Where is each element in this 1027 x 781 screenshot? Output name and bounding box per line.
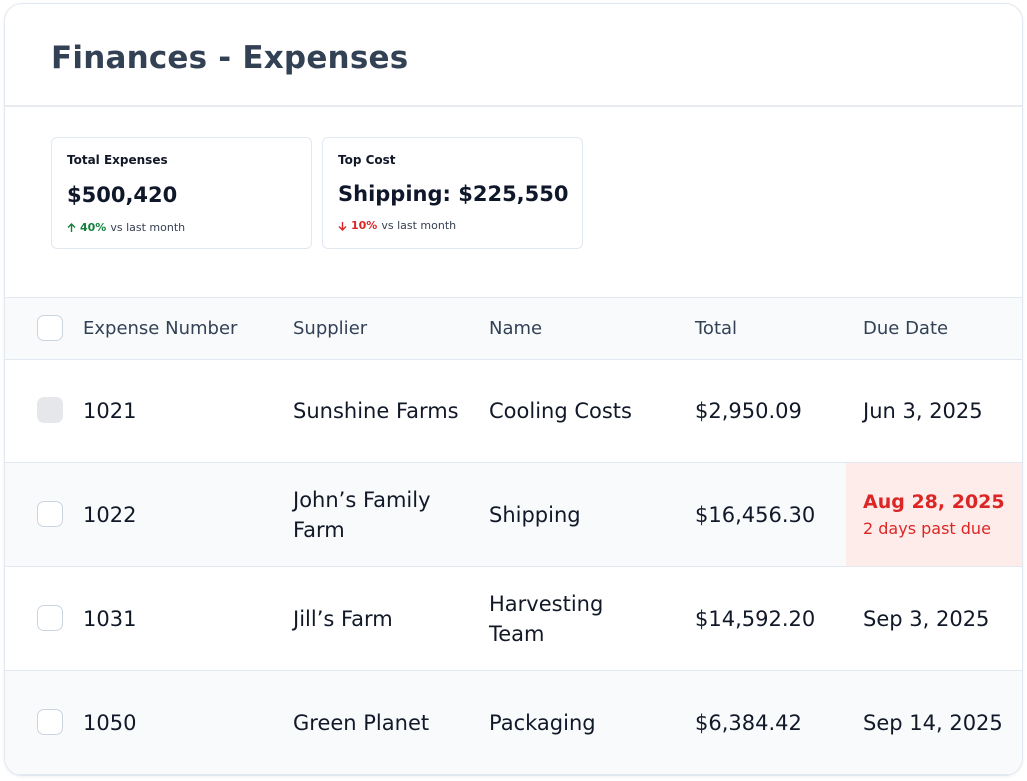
row-checkbox[interactable] — [37, 709, 63, 735]
change-percent: 40% — [80, 221, 107, 234]
expense-name: Cooling Costs — [489, 398, 632, 423]
change-comparison: vs last month — [381, 219, 457, 232]
expense-name: Packaging — [489, 710, 596, 735]
due-date: Jun 3, 2025 — [863, 398, 983, 423]
stat-value: Shipping: $225,550 — [338, 182, 569, 206]
table-row[interactable]: 1031 Jill’s Farm Harvesting Team $14,592.20… — [5, 567, 1022, 671]
row-checkbox[interactable] — [37, 605, 63, 631]
total: $6,384.42 — [695, 710, 802, 735]
change-percent: 10% — [351, 219, 378, 232]
page-title: Finances - Expenses — [51, 40, 409, 76]
column-header[interactable]: Supplier — [293, 317, 368, 339]
stat-card: Top Cost Shipping: $225,550 10% vs last … — [322, 137, 583, 249]
due-date: Aug 28, 2025 — [863, 490, 1005, 513]
row-checkbox[interactable] — [37, 501, 63, 527]
expense-number: 1022 — [83, 502, 137, 527]
stat-change: 10% vs last month — [338, 219, 456, 232]
column-header[interactable]: Total — [695, 317, 738, 339]
stat-card: Total Expenses $500,420 40% vs last mont… — [51, 137, 312, 249]
select-all-checkbox[interactable] — [37, 315, 63, 341]
stat-label: Top Cost — [338, 153, 396, 167]
expense-number: 1031 — [83, 606, 137, 631]
total: $16,456.30 — [695, 502, 816, 527]
arrow-up — [67, 222, 76, 232]
expense-name: Harvesting Team — [489, 591, 604, 646]
arrow-down — [338, 221, 347, 231]
due-date-cell: Aug 28, 2025 2 days past due — [846, 463, 1022, 566]
table-header: Expense Number Supplier Name Total Due D… — [5, 297, 1022, 360]
total: $2,950.09 — [695, 398, 802, 423]
column-header[interactable]: Due Date — [863, 317, 949, 339]
column-header[interactable]: Name — [489, 317, 543, 339]
expenses-card: Finances - Expenses Total Expenses $500,… — [4, 3, 1023, 776]
stat-label: Total Expenses — [67, 153, 168, 167]
table-row[interactable]: 1021 Sunshine Farms Cooling Costs $2,950.09… — [5, 359, 1022, 463]
change-comparison: vs last month — [110, 221, 186, 234]
stat-change: 40% vs last month — [67, 221, 185, 234]
divider — [5, 105, 1022, 107]
table-row[interactable]: 1022 John’s Family Farm Shipping $16,456.30… — [5, 463, 1022, 567]
due-note: 2 days past due — [863, 518, 991, 538]
stat-value: $500,420 — [67, 183, 178, 207]
expense-name: Shipping — [489, 502, 581, 527]
column-header[interactable]: Expense Number — [83, 317, 238, 339]
due-date: Sep 3, 2025 — [863, 606, 990, 631]
table-row[interactable]: 1050 Green Planet Packaging $6,384.42 Sep 14… — [5, 671, 1022, 775]
total: $14,592.20 — [695, 606, 816, 631]
supplier: Green Planet — [293, 710, 430, 735]
expense-number: 1021 — [83, 398, 137, 423]
row-checkbox — [37, 397, 63, 423]
supplier: Jill’s Farm — [293, 606, 393, 631]
expense-number: 1050 — [83, 710, 137, 735]
supplier: Sunshine Farms — [293, 398, 459, 423]
due-date: Sep 14, 2025 — [863, 710, 1003, 735]
supplier: John’s Family Farm — [293, 487, 431, 542]
